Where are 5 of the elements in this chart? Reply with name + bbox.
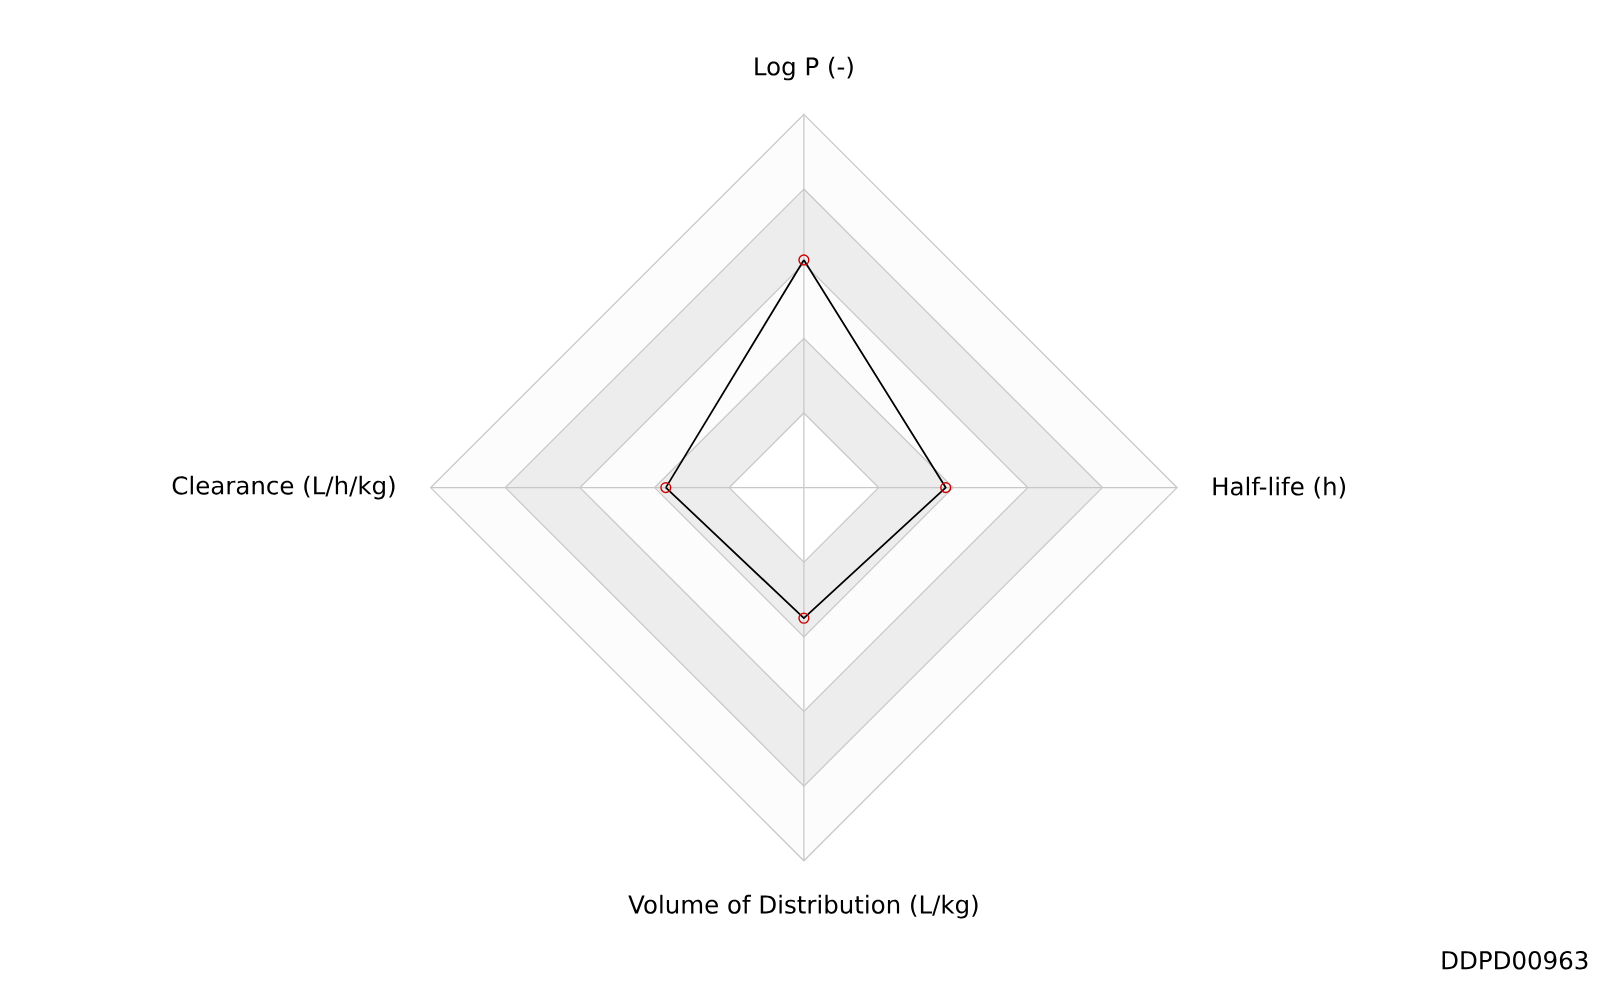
spoke-label: Log P (-) bbox=[755, 56, 853, 81]
spoke-label: Half-life (h) bbox=[1213, 476, 1346, 499]
spoke-label: Clearance (L/h/kg) bbox=[172, 475, 395, 500]
text: DDPD00963 bbox=[1442, 950, 1588, 970]
spoke-label: Volume of Distribution (L/kg) bbox=[628, 894, 978, 919]
